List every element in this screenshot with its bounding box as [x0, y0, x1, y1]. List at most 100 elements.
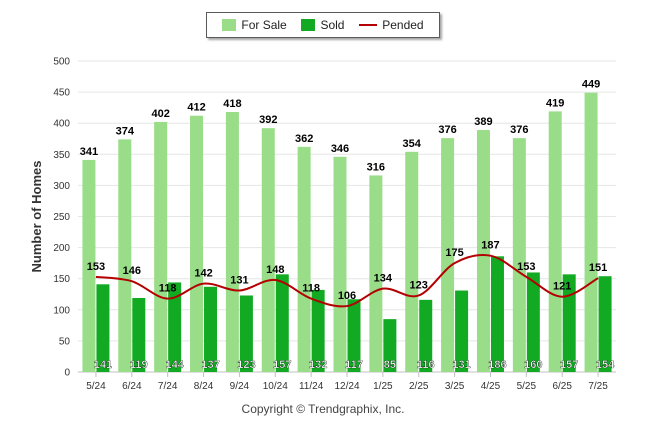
pended-data-label: 118 [302, 283, 320, 295]
sold-data-label: 123 [237, 359, 255, 371]
legend-label-sold: Sold [320, 18, 345, 32]
sold-swatch-icon [301, 19, 316, 31]
for-sale-data-label: 316 [367, 161, 385, 173]
pended-data-label: 121 [553, 281, 571, 293]
sold-data-label: 144 [165, 359, 184, 371]
for-sale-swatch-icon [222, 19, 237, 31]
for-sale-bar [512, 138, 526, 372]
y-axis-title: Number of Homes [29, 161, 44, 273]
pended-data-label: 142 [194, 268, 212, 280]
for-sale-data-label: 419 [546, 97, 564, 109]
y-tick-label: 50 [59, 336, 71, 347]
x-tick-label: 4/25 [481, 381, 501, 392]
copyright-text: Copyright © Trendgraphix, Inc. [241, 402, 405, 416]
sold-data-label: 116 [417, 359, 435, 371]
for-sale-data-label: 376 [510, 124, 528, 136]
for-sale-bar [369, 175, 383, 372]
sold-bar [311, 289, 325, 372]
for-sale-data-label: 389 [474, 116, 492, 128]
legend-label-for-sale: For Sale [241, 18, 287, 32]
for-sale-data-label: 412 [187, 102, 205, 114]
sold-bar [598, 276, 612, 372]
for-sale-data-label: 449 [582, 79, 600, 91]
for-sale-data-label: 374 [116, 125, 135, 137]
sold-data-label: 117 [345, 359, 363, 371]
sold-data-label: 186 [488, 359, 506, 371]
sold-bar [347, 299, 361, 372]
x-tick-label: 3/25 [445, 381, 465, 392]
y-tick-label: 0 [64, 368, 70, 379]
for-sale-data-label: 402 [151, 108, 169, 120]
y-tick-label: 450 [53, 88, 70, 99]
for-sale-data-label: 341 [80, 146, 98, 158]
sold-bar [526, 272, 540, 372]
sold-data-label: 137 [201, 359, 219, 371]
for-sale-bar [297, 146, 311, 372]
for-sale-bar [476, 130, 490, 372]
for-sale-data-label: 418 [223, 98, 241, 110]
for-sale-bar [118, 139, 132, 372]
sold-bar [168, 282, 182, 372]
for-sale-data-label: 376 [438, 124, 456, 136]
sold-bar [239, 295, 253, 372]
for-sale-data-label: 362 [295, 133, 313, 145]
sold-data-label: 141 [94, 359, 112, 371]
sold-data-label: 85 [384, 359, 396, 371]
for-sale-bar [333, 156, 347, 372]
pended-data-label: 148 [266, 264, 284, 276]
pended-line [95, 253, 599, 308]
x-tick-label: 9/24 [230, 381, 250, 392]
pended-data-label: 134 [374, 273, 393, 285]
pended-data-label: 106 [338, 290, 356, 302]
for-sale-bar [548, 111, 562, 372]
pended-data-label: 131 [230, 275, 248, 287]
y-tick-label: 100 [53, 305, 70, 316]
y-tick-label: 250 [53, 212, 70, 223]
pended-data-label: 153 [87, 261, 105, 273]
legend-label-pended: Pended [382, 18, 424, 32]
pended-data-label: 153 [517, 261, 535, 273]
x-tick-label: 5/25 [517, 381, 537, 392]
pended-data-label: 187 [481, 240, 499, 252]
pended-data-label: 123 [410, 279, 428, 291]
for-sale-data-label: 392 [259, 114, 277, 126]
x-tick-label: 10/24 [263, 381, 288, 392]
y-tick-label: 300 [53, 181, 70, 192]
sold-bar [562, 274, 576, 372]
pended-data-label: 146 [123, 265, 141, 277]
for-sale-bar [154, 121, 168, 373]
legend-item-for-sale[interactable]: For Sale [222, 18, 287, 32]
sold-data-label: 160 [524, 359, 542, 371]
y-tick-label: 500 [53, 57, 70, 68]
x-tick-label: 6/24 [122, 381, 142, 392]
sold-bar [419, 299, 433, 372]
sold-bar [490, 256, 504, 372]
x-tick-label: 6/25 [552, 381, 572, 392]
pended-line-icon [359, 24, 378, 26]
x-tick-label: 11/24 [299, 381, 324, 392]
for-sale-bar [190, 115, 204, 373]
x-tick-label: 2/25 [409, 381, 429, 392]
sold-data-label: 132 [309, 359, 327, 371]
pended-data-label: 118 [159, 283, 177, 295]
for-sale-bar [584, 92, 598, 373]
sold-bar [204, 286, 218, 372]
sold-data-label: 131 [452, 359, 470, 371]
sold-bar [132, 297, 146, 372]
legend-item-sold[interactable]: Sold [301, 18, 344, 32]
x-tick-label: 7/24 [158, 381, 178, 392]
pended-data-label: 151 [589, 262, 607, 274]
sold-data-label: 119 [130, 359, 148, 371]
y-tick-label: 350 [53, 150, 70, 161]
for-sale-bar [441, 138, 455, 372]
y-tick-label: 400 [53, 119, 70, 130]
sold-data-label: 154 [596, 359, 615, 371]
sold-bar [96, 284, 110, 372]
sold-data-label: 157 [560, 359, 578, 371]
x-tick-label: 5/24 [86, 381, 106, 392]
sold-data-label: 157 [273, 359, 291, 371]
x-tick-label: 7/25 [588, 381, 608, 392]
for-sale-bar [405, 151, 419, 372]
legend-item-pended[interactable]: Pended [359, 18, 424, 32]
